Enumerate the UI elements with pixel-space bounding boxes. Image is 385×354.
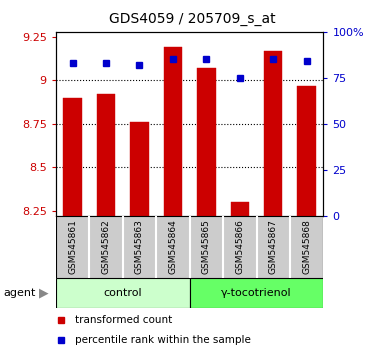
Text: percentile rank within the sample: percentile rank within the sample <box>75 335 250 344</box>
Bar <box>189 278 323 308</box>
Bar <box>97 95 115 216</box>
Text: transformed count: transformed count <box>75 315 172 325</box>
Text: GSM545864: GSM545864 <box>168 219 177 274</box>
Text: GSM545863: GSM545863 <box>135 219 144 274</box>
Bar <box>56 278 189 308</box>
Bar <box>130 122 149 216</box>
Bar <box>298 86 316 216</box>
Text: γ-tocotrienol: γ-tocotrienol <box>221 288 292 298</box>
Bar <box>264 51 283 216</box>
Bar <box>164 47 182 216</box>
Text: GSM545861: GSM545861 <box>68 219 77 274</box>
Text: GSM545862: GSM545862 <box>102 219 110 274</box>
Text: GSM545866: GSM545866 <box>235 219 244 274</box>
Bar <box>64 98 82 216</box>
Text: ▶: ▶ <box>38 286 48 299</box>
Text: GSM545868: GSM545868 <box>302 219 311 274</box>
Bar <box>197 68 216 216</box>
Text: GSM545865: GSM545865 <box>202 219 211 274</box>
Text: GDS4059 / 205709_s_at: GDS4059 / 205709_s_at <box>109 12 276 27</box>
Text: agent: agent <box>4 288 36 298</box>
Bar <box>231 202 249 216</box>
Text: GSM545867: GSM545867 <box>269 219 278 274</box>
Text: control: control <box>104 288 142 298</box>
